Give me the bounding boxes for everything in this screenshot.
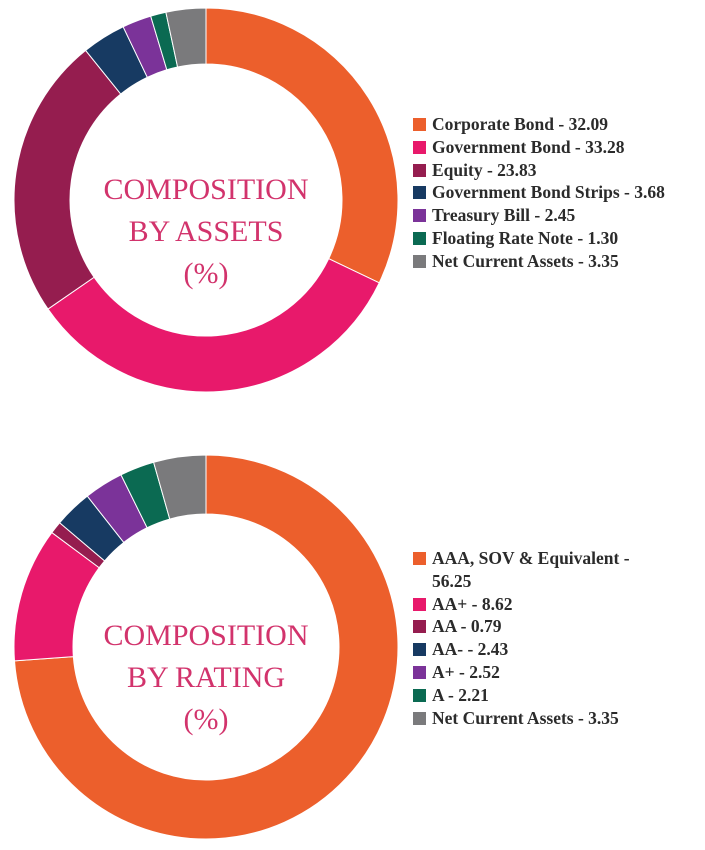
legend-label: Government Bond - 33.28 — [432, 136, 625, 157]
rating-donut — [13, 454, 399, 840]
donut-slice-aaa-sov-equivalent — [13, 454, 399, 840]
rating-chart-title: COMPOSITION BY RATING (%) — [75, 615, 337, 741]
legend-swatch — [413, 711, 426, 725]
assets-title-line-1: COMPOSITION — [103, 173, 309, 206]
assets-chart-title: COMPOSITION BY ASSETS (%) — [75, 169, 337, 295]
legend-label: Government Bond Strips - 3.68 — [432, 182, 665, 203]
legend-swatch — [413, 597, 426, 611]
rating-title-line-1: COMPOSITION — [103, 619, 309, 652]
legend-label: Equity - 23.83 — [432, 159, 537, 180]
legend-item-treasury-bill: Treasury Bill - 2.45 — [413, 204, 698, 227]
legend-swatch — [413, 552, 426, 565]
legend-item-a: A - 2.21 — [413, 684, 698, 707]
legend-swatch — [413, 186, 426, 200]
legend-item-aaa-sov-equivalent: AAA, SOV & Equivalent -56.25 — [413, 547, 698, 593]
legend-item-corporate-bond: Corporate Bond - 32.09 — [413, 113, 698, 136]
legend-item-floating-rate-note: Floating Rate Note - 1.30 — [413, 227, 698, 250]
donut-slice-government-bond — [47, 257, 380, 393]
rating-title-line-2: BY RATING — [126, 661, 286, 694]
legend-swatch — [413, 118, 426, 131]
assets-legend: Corporate Bond - 32.09 Government Bond -… — [413, 113, 698, 273]
legend-label: AAA, SOV & Equivalent - — [432, 548, 630, 568]
assets-donut — [13, 7, 399, 393]
legend-item-government-bond: Government Bond - 33.28 — [413, 136, 698, 159]
legend-swatch — [413, 231, 426, 245]
legend-item-net-current-assets: Net Current Assets - 3.35 — [413, 250, 698, 273]
legend-item-equity: Equity - 23.83 — [413, 159, 698, 182]
legend-swatch — [413, 140, 426, 154]
legend-item-aa-minus: AA- - 2.43 — [413, 638, 698, 661]
legend-label: Net Current Assets - 3.35 — [432, 707, 619, 728]
donut-slice-net-current-assets — [152, 454, 207, 520]
rating-title-line-3: (%) — [183, 703, 229, 736]
legend-swatch — [413, 254, 426, 268]
legend-swatch — [413, 665, 426, 679]
legend-swatch — [413, 209, 426, 223]
composition-by-rating-chart: COMPOSITION BY RATING (%) AAA, SOV & Equ… — [0, 445, 705, 850]
donut-slice-net-current-assets — [165, 7, 207, 68]
legend-item-a-plus: A+ - 2.52 — [413, 661, 698, 684]
legend-item-aa-plus: AA+ - 8.62 — [413, 593, 698, 616]
legend-item-government-bond-strips: Government Bond Strips - 3.68 — [413, 181, 698, 204]
legend-swatch — [413, 620, 426, 634]
legend-label: A - 2.21 — [432, 684, 489, 705]
legend-label: Corporate Bond - 32.09 — [432, 114, 608, 134]
legend-swatch — [413, 643, 426, 657]
donut-slice-corporate-bond — [205, 7, 399, 284]
legend-label: A+ - 2.52 — [432, 661, 500, 682]
legend-label-continued: 56.25 — [432, 570, 472, 591]
legend-label: Floating Rate Note - 1.30 — [432, 227, 619, 248]
legend-item-net-current-assets: Net Current Assets - 3.35 — [413, 707, 698, 730]
legend-label: AA- - 2.43 — [432, 639, 509, 660]
assets-title-line-3: (%) — [183, 257, 229, 290]
legend-label: AA+ - 8.62 — [432, 593, 513, 614]
legend-swatch — [413, 688, 426, 702]
assets-title-line-2: BY ASSETS — [128, 215, 284, 248]
rating-legend: AAA, SOV & Equivalent -56.25 AA+ - 8.62 … — [413, 547, 698, 729]
legend-item-aa: AA - 0.79 — [413, 615, 698, 638]
legend-swatch — [413, 163, 426, 177]
legend-label: Treasury Bill - 2.45 — [432, 205, 576, 226]
composition-by-assets-chart: COMPOSITION BY ASSETS (%) Corporate Bond… — [0, 0, 705, 410]
legend-label: Net Current Assets - 3.35 — [432, 250, 619, 271]
legend-label: AA - 0.79 — [432, 616, 502, 637]
